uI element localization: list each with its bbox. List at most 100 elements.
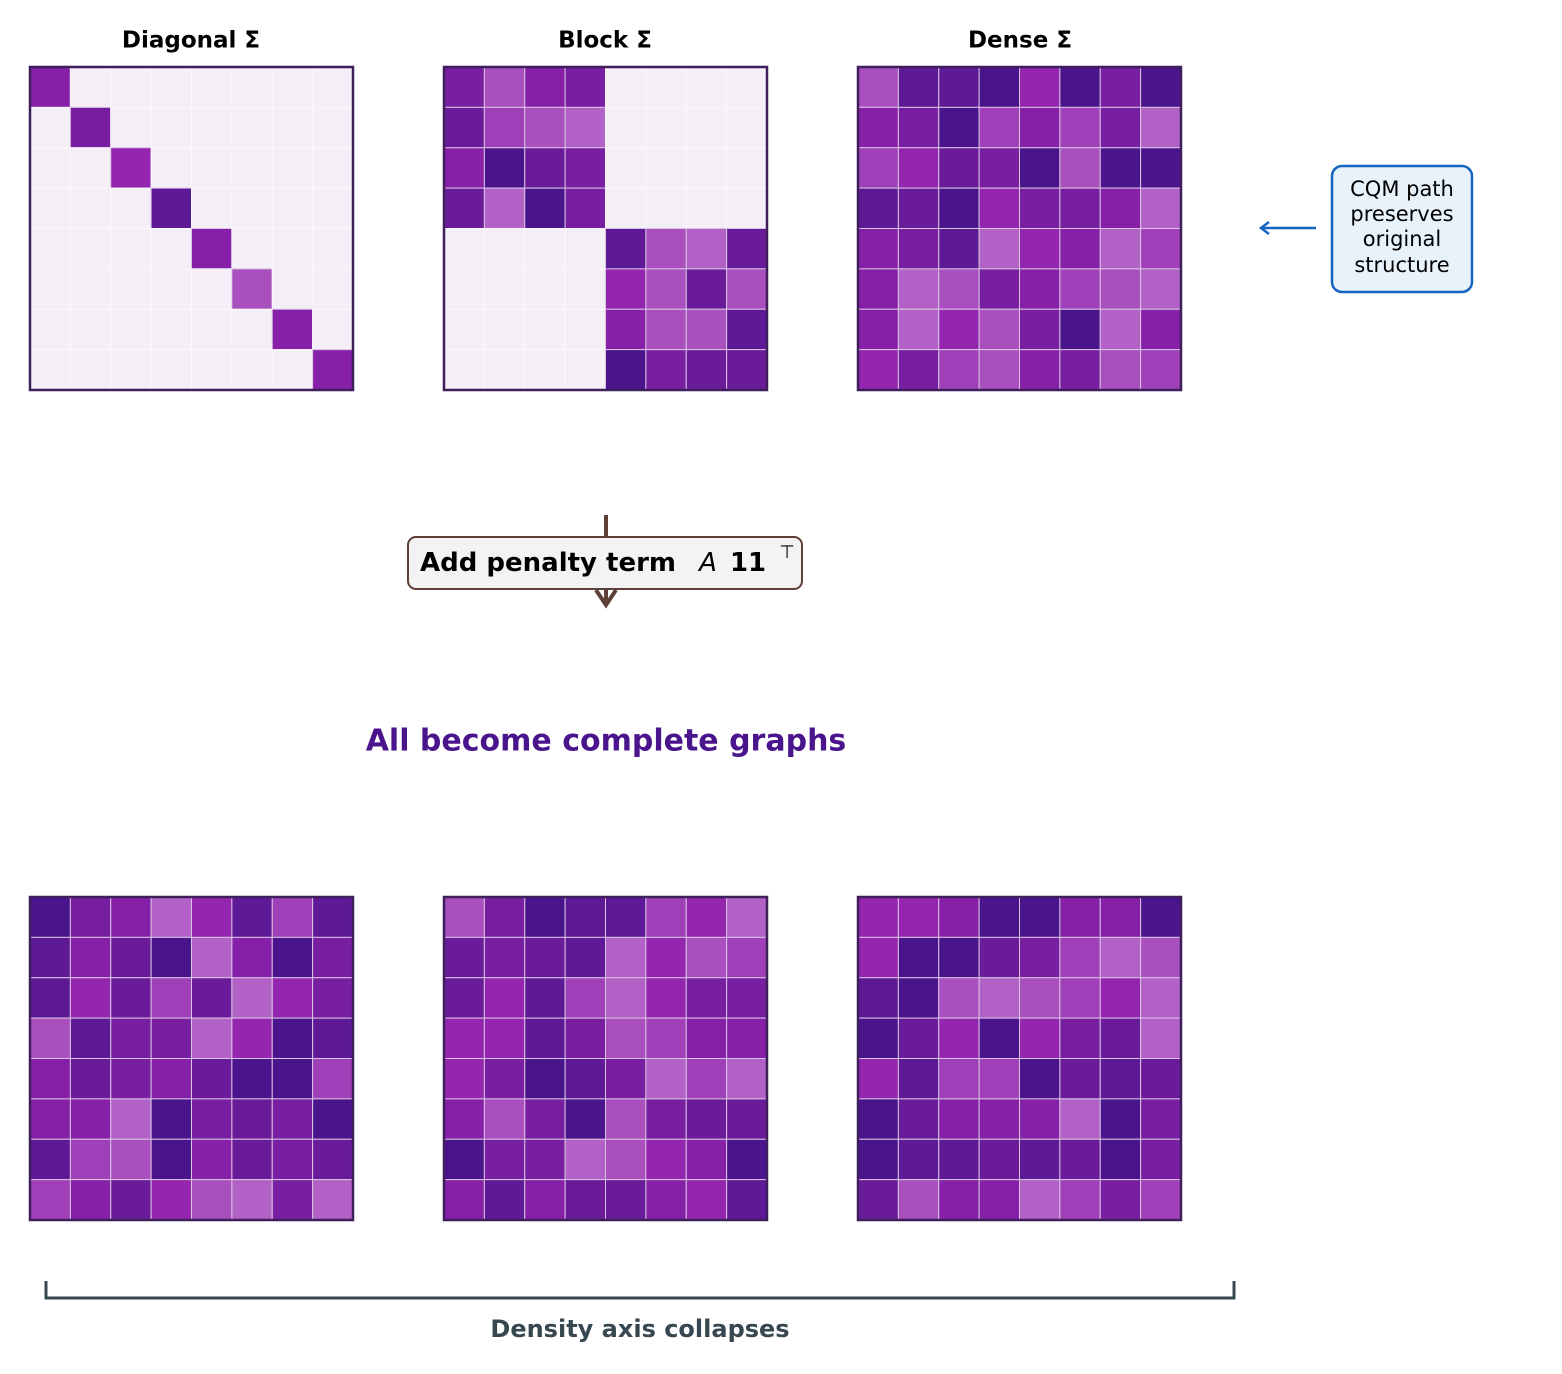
matrix-cell <box>150 268 192 310</box>
matrix-cell <box>1019 1179 1061 1221</box>
matrix-cell <box>524 308 566 351</box>
matrix-cell <box>29 308 71 351</box>
matrix-cell <box>1059 1017 1101 1059</box>
matrix-cell <box>938 308 980 351</box>
matrix-cell <box>312 228 354 270</box>
matrix-cell <box>1019 147 1061 189</box>
matrix-cell <box>1099 147 1142 189</box>
matrix-cell <box>605 106 647 149</box>
panel-title: Diagonal Σ <box>122 28 260 54</box>
matrix-cell <box>150 1058 192 1100</box>
matrix-cell <box>312 896 354 938</box>
matrix-cell <box>271 308 314 351</box>
matrix-cell <box>726 308 768 351</box>
matrix-cell <box>1019 187 1061 229</box>
matrix-cell <box>150 106 192 149</box>
matrix-cell <box>605 1179 647 1221</box>
matrix-cell <box>29 66 71 108</box>
matrix-cell <box>312 308 354 351</box>
annotation-line: original <box>1363 227 1442 251</box>
matrix-cell <box>483 977 526 1019</box>
matrix-cell <box>685 1058 728 1100</box>
matrix-cell <box>29 1098 71 1140</box>
matrix-cell <box>685 228 728 270</box>
matrix-frame <box>856 65 1183 392</box>
matrix-cell <box>978 1138 1020 1181</box>
matrix-cell <box>29 228 71 270</box>
matrix-cell <box>312 1179 354 1221</box>
matrix-cell <box>1019 106 1061 149</box>
panel-title: Block Σ <box>558 28 652 54</box>
matrix-cell <box>312 936 354 979</box>
matrix-cell <box>605 1017 647 1059</box>
matrix-cell <box>1099 1098 1142 1140</box>
matrix-cell <box>726 187 768 229</box>
matrix-cell <box>69 1017 112 1059</box>
matrix-cell <box>524 268 566 310</box>
matrix-cell <box>231 977 273 1019</box>
matrix-cell <box>150 187 192 229</box>
matrix-cell <box>150 1179 192 1221</box>
matrix-cell <box>897 228 940 270</box>
matrix-cell <box>150 349 192 391</box>
matrix-cell <box>564 187 606 229</box>
matrix-cell <box>271 896 314 938</box>
matrix-cell <box>69 228 112 270</box>
matrix-cell <box>110 106 152 149</box>
annotation-line: CQM path <box>1350 177 1454 201</box>
matrix-cell <box>897 1098 940 1140</box>
matrix-cell <box>605 349 647 391</box>
matrix-cell <box>726 1017 768 1059</box>
matrix-cell <box>564 349 606 391</box>
matrix-cell <box>524 1017 566 1059</box>
matrix-cell <box>938 1058 980 1100</box>
matrix-cell <box>564 308 606 351</box>
matrix-cell <box>645 1138 687 1181</box>
matrix-cell <box>191 936 233 979</box>
matrix-cell <box>685 308 728 351</box>
matrix-cell <box>110 1058 152 1100</box>
matrix-cell <box>685 1138 728 1181</box>
matrix-cell <box>483 896 526 938</box>
matrix-cell <box>110 268 152 310</box>
matrix-cell <box>685 268 728 310</box>
matrix-cell <box>978 228 1020 270</box>
matrix-cell <box>685 1017 728 1059</box>
matrix-cell <box>978 1058 1020 1100</box>
matrix-cell <box>564 1179 606 1221</box>
matrix-cell <box>191 1138 233 1181</box>
matrix-cell <box>150 977 192 1019</box>
matrix-cell <box>1059 66 1101 108</box>
matrix-cell <box>150 66 192 108</box>
matrix-cell <box>978 936 1020 979</box>
matrix-cell <box>857 1058 899 1100</box>
matrix-cell <box>897 936 940 979</box>
matrix-cell <box>938 106 980 149</box>
matrix-cell <box>857 187 899 229</box>
matrix-cell <box>271 268 314 310</box>
matrix-cell <box>645 977 687 1019</box>
matrix-cell <box>29 147 71 189</box>
matrix-cell <box>1059 349 1101 391</box>
matrix-cell <box>524 228 566 270</box>
matrix-cell <box>726 66 768 108</box>
matrix-cell <box>685 1179 728 1221</box>
matrix-cell <box>524 1179 566 1221</box>
matrix-cell <box>726 1098 768 1140</box>
matrix-cell <box>938 936 980 979</box>
matrix-cell <box>231 1138 273 1181</box>
matrix-cell <box>1099 1179 1142 1221</box>
matrix-cell <box>685 1098 728 1140</box>
matrix-cell <box>271 1138 314 1181</box>
matrix-cell <box>69 936 112 979</box>
matrix-cell <box>1140 1017 1182 1059</box>
matrix-cell <box>231 1098 273 1140</box>
matrix-cell <box>110 66 152 108</box>
matrix-cell <box>312 1017 354 1059</box>
matrix-cell <box>443 268 485 310</box>
matrix-cell <box>191 308 233 351</box>
matrix-cell <box>685 147 728 189</box>
matrix-cell <box>483 228 526 270</box>
matrix-cell <box>564 268 606 310</box>
matrix-cell <box>1019 936 1061 979</box>
